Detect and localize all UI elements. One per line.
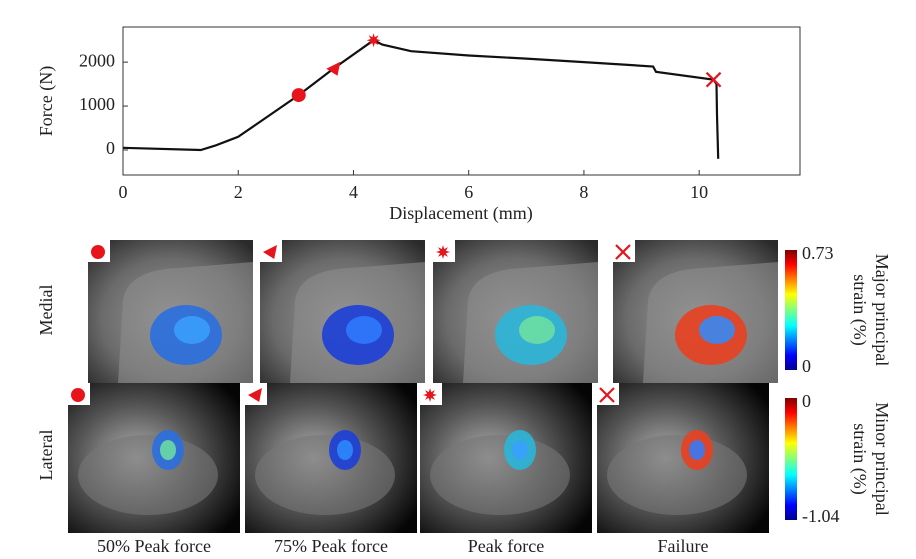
colorbar	[785, 398, 797, 520]
marker-triangle	[326, 61, 341, 76]
x-tick-label: 10	[690, 182, 708, 202]
strain-patch	[519, 316, 555, 344]
x-tick-label: 4	[349, 182, 358, 202]
plot-frame	[122, 26, 801, 176]
x-tick-label: 0	[119, 182, 128, 202]
colorbar-label: strain (%)	[849, 274, 870, 345]
y-tick-label: 1000	[79, 94, 115, 114]
x-tick-label: 6	[464, 182, 473, 202]
y-axis-label: Force (N)	[36, 66, 57, 136]
x-axis-label: Displacement (mm)	[389, 203, 532, 224]
y-tick-label: 2000	[79, 50, 115, 70]
colorbar-min: 0	[802, 356, 811, 376]
marker-star	[436, 245, 450, 259]
column-label: Peak force	[468, 536, 544, 556]
strain-patch	[160, 440, 176, 460]
row-label: Medial	[36, 285, 56, 336]
x-tick-label: 8	[579, 182, 588, 202]
bone-shape	[430, 435, 570, 515]
marker-cross	[599, 387, 615, 403]
colorbar-min: -1.04	[802, 506, 840, 526]
marker-cross	[705, 71, 722, 88]
marker-triangle	[248, 388, 262, 402]
marker-circle	[291, 88, 306, 103]
strain-patch	[346, 316, 382, 344]
strain-patch	[512, 440, 528, 460]
colorbar-label: strain (%)	[849, 423, 870, 494]
row-label: Lateral	[36, 430, 56, 481]
column-label: Failure	[658, 536, 709, 556]
strain-patch	[699, 316, 735, 344]
strain-patch	[174, 316, 210, 344]
marker-triangle	[263, 245, 277, 259]
column-label: 50% Peak force	[97, 536, 211, 556]
colorbar-max: 0	[802, 391, 811, 411]
y-tick-label: 0	[106, 138, 115, 158]
colorbar-max: 0.73	[802, 243, 834, 263]
marker-circle	[71, 388, 85, 402]
column-label: 75% Peak force	[274, 536, 388, 556]
marker-star	[366, 33, 381, 48]
colorbar	[785, 250, 797, 370]
marker-cross	[615, 244, 631, 260]
bone-shape	[78, 435, 218, 515]
marker-circle	[91, 245, 105, 259]
marker-star	[423, 388, 437, 402]
strain-patch	[689, 440, 705, 460]
bone-shape	[607, 435, 747, 515]
bone-shape	[255, 435, 395, 515]
colorbar-label: Minor principal	[872, 402, 892, 515]
x-tick-label: 2	[234, 182, 243, 202]
strain-patch	[337, 440, 353, 460]
colorbar-label: Major principal	[872, 254, 892, 366]
force-line	[122, 38, 720, 159]
